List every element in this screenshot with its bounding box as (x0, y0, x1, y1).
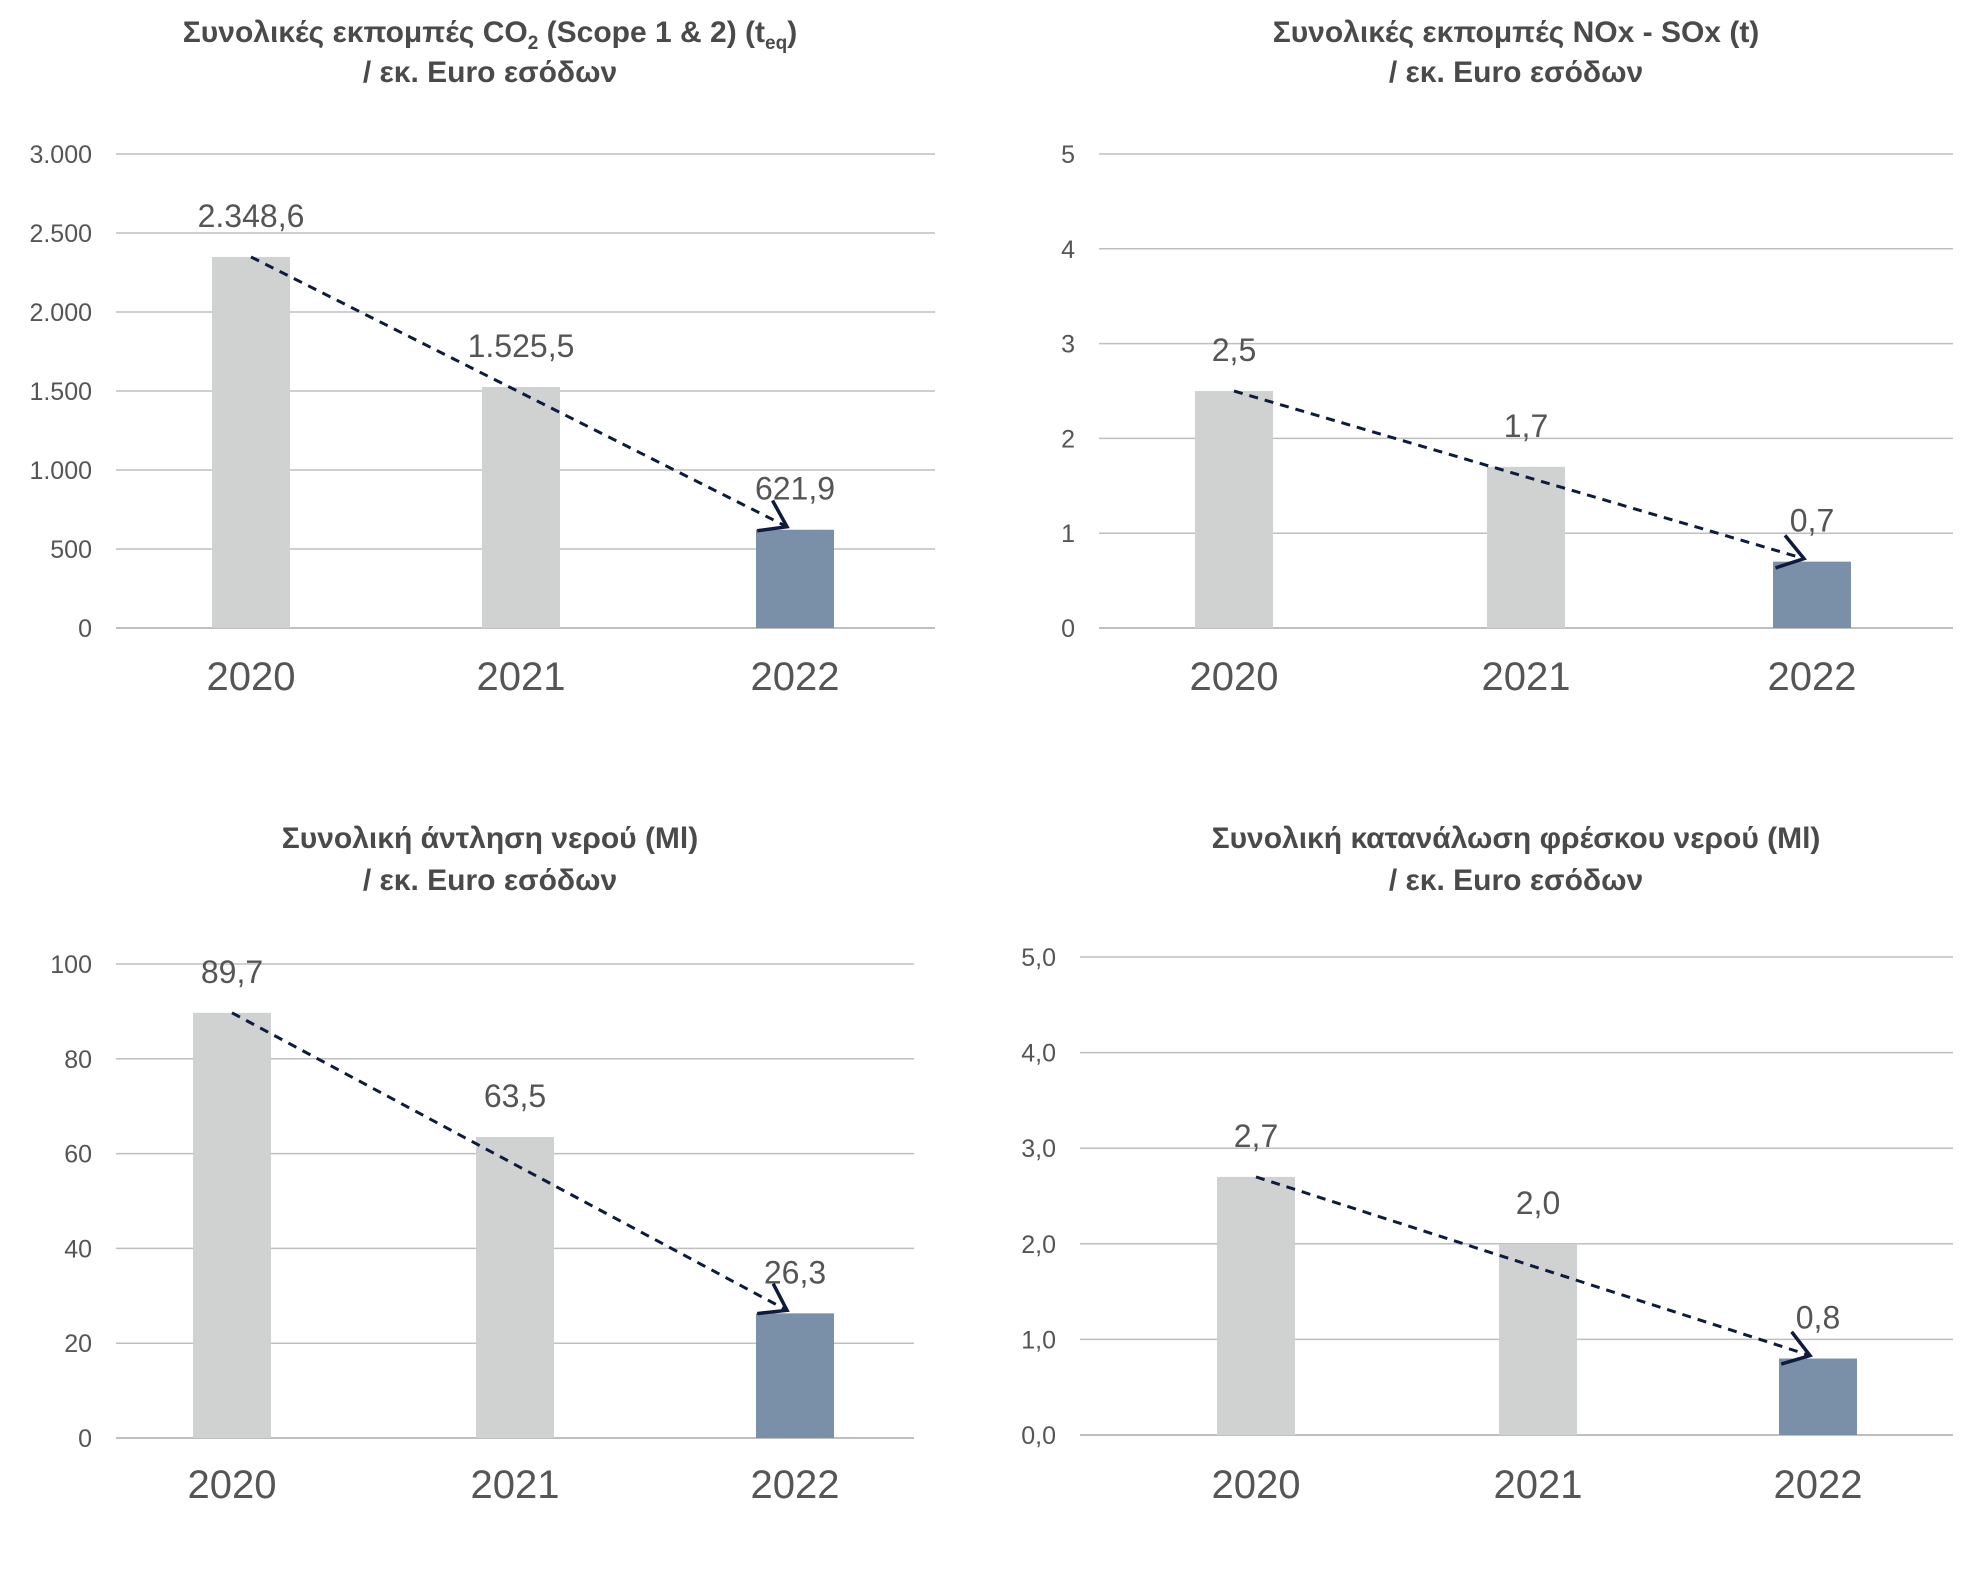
y-tick-label: 100 (50, 951, 92, 979)
data-label: 0,8 (1796, 1300, 1840, 1336)
x-tick-label: 2022 (751, 1463, 840, 1507)
y-tick-label: 3,0 (1021, 1135, 1056, 1163)
data-label: 621,9 (755, 471, 835, 507)
y-tick-label: 5 (1061, 141, 1075, 169)
x-tick-label: 2021 (1494, 1463, 1583, 1507)
y-tick-label: 20 (64, 1330, 92, 1358)
y-tick-label: 60 (64, 1141, 92, 1169)
y-tick-label: 5,0 (1021, 944, 1056, 972)
bar-2021 (482, 386, 560, 628)
y-tick-label: 0 (78, 1425, 92, 1453)
data-label: 2,5 (1212, 332, 1256, 368)
trend-arrow-line (1233, 389, 1805, 561)
y-tick-label: 4 (1061, 236, 1075, 264)
chart-subtitle: / εκ. Euro εσόδων (363, 56, 617, 89)
y-tick-label: 2.500 (29, 220, 92, 248)
bar-2020 (1217, 1176, 1295, 1435)
data-label: 63,5 (484, 1078, 546, 1114)
chart-subtitle: / εκ. Euro εσόδων (1389, 56, 1643, 89)
y-tick-label: 0 (1061, 615, 1075, 643)
x-tick-label: 2020 (207, 655, 296, 699)
y-tick-label: 1.500 (29, 378, 92, 406)
y-tick-label: 2,0 (1021, 1231, 1056, 1259)
y-tick-label: 2.000 (29, 299, 92, 327)
bar-2020 (1195, 391, 1273, 628)
y-tick-label: 80 (64, 1046, 92, 1074)
trend-arrow-line (1255, 1175, 1811, 1357)
x-tick-label: 2021 (471, 1463, 560, 1507)
arrow-head-icon (756, 1282, 790, 1316)
y-tick-label: 1,0 (1021, 1326, 1056, 1354)
x-tick-label: 2021 (477, 655, 566, 699)
data-label: 2,0 (1516, 1185, 1560, 1221)
bar-2021 (476, 1137, 554, 1438)
chart-title: Συνολική άντληση νερού (Ml) (282, 822, 699, 855)
data-label: 1.525,5 (468, 328, 575, 364)
bar-2022 (1773, 561, 1851, 628)
bar-2020 (193, 1012, 271, 1438)
data-label: 1,7 (1504, 408, 1548, 444)
x-tick-label: 2022 (751, 655, 840, 699)
trend-arrow-line (250, 255, 788, 529)
data-label: 89,7 (201, 954, 263, 990)
y-tick-label: 3.000 (29, 141, 92, 169)
chart-title: Συνολικές εκπομπές CO2 (Scope 1 & 2) (te… (183, 16, 797, 54)
x-tick-label: 2020 (1190, 655, 1279, 699)
arrow-head-icon (1774, 534, 1807, 570)
y-tick-label: 500 (50, 536, 92, 564)
chart-subtitle: / εκ. Euro εσόδων (1389, 864, 1643, 897)
y-tick-label: 3 (1061, 331, 1075, 359)
data-label: 0,7 (1790, 503, 1834, 539)
chart-title: Συνολική κατανάλωση φρέσκου νερού (Ml) (1212, 822, 1821, 855)
x-tick-label: 2022 (1774, 1463, 1863, 1507)
x-tick-label: 2022 (1768, 655, 1857, 699)
chart-title: Συνολικές εκπομπές NOx - SOx (t) (1273, 16, 1760, 49)
y-tick-label: 1 (1061, 520, 1075, 548)
arrow-head-icon (757, 499, 790, 533)
bar-2022 (1779, 1358, 1857, 1435)
y-tick-label: 40 (64, 1235, 92, 1263)
x-tick-label: 2021 (1482, 655, 1571, 699)
chart-subtitle: / εκ. Euro εσόδων (363, 864, 617, 897)
y-tick-label: 4,0 (1021, 1040, 1056, 1068)
y-tick-label: 0,0 (1021, 1422, 1056, 1450)
data-label: 2,7 (1234, 1118, 1278, 1154)
bar-2022 (756, 529, 834, 628)
chart-1: Συνολικές εκπομπές CO2 (Scope 1 & 2) (te… (29, 16, 935, 699)
bar-2021 (1499, 1243, 1577, 1435)
bar-2021 (1487, 466, 1565, 628)
y-tick-label: 1.000 (29, 457, 92, 485)
x-tick-label: 2020 (188, 1463, 277, 1507)
y-tick-label: 2 (1061, 425, 1075, 453)
data-label: 2.348,6 (198, 198, 305, 234)
bar-2022 (756, 1313, 834, 1438)
chart-2: Συνολικές εκπομπές NOx - SOx (t) / εκ. Eu… (1061, 16, 1953, 699)
trend-arrow-line (231, 1011, 788, 1312)
chart-3: Συνολική άντληση νερού (Ml) / εκ. Euro εσ… (50, 822, 914, 1507)
x-tick-label: 2020 (1212, 1463, 1301, 1507)
arrow-head-icon (1780, 1330, 1813, 1366)
chart-4: Συνολική κατανάλωση φρέσκου νερού (Ml) / … (1021, 822, 1953, 1507)
y-tick-label: 0 (78, 615, 92, 643)
bar-2020 (212, 256, 290, 628)
